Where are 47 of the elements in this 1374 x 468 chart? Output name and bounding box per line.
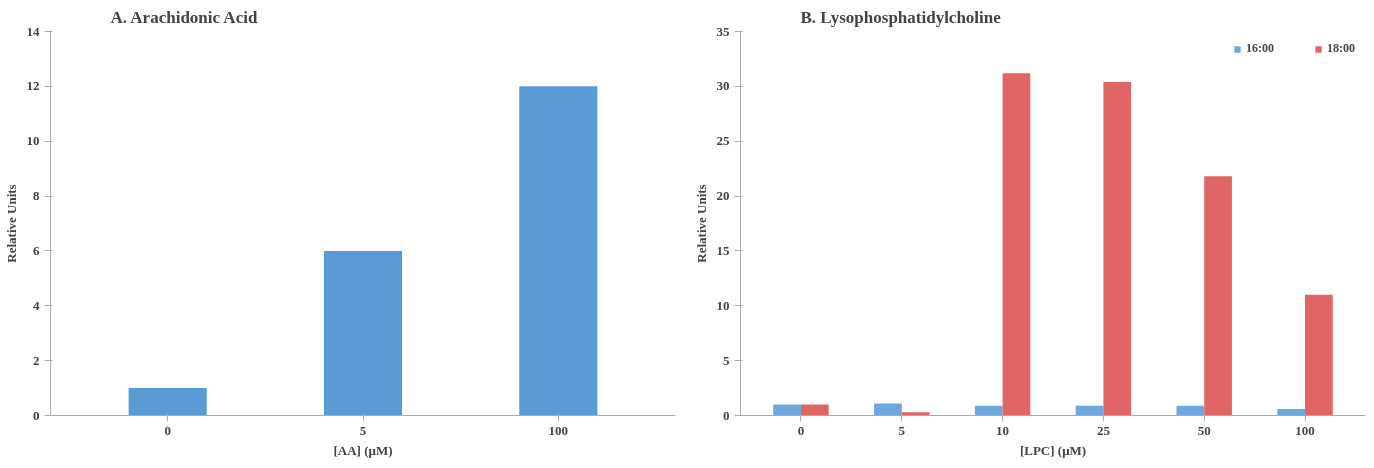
y-tick-label: 4	[33, 297, 40, 313]
y-tick-label: 6	[33, 242, 40, 258]
y-tick-label: 14	[26, 23, 40, 39]
y-axis-title: Relative Units	[3, 184, 19, 263]
x-tick-label: 100	[548, 422, 569, 438]
bar	[1002, 73, 1031, 416]
bar	[1103, 81, 1132, 416]
x-axis-title: [LPC] (μM)	[1019, 442, 1087, 458]
y-axis-title: Relative Units	[693, 184, 709, 263]
bar	[1277, 408, 1306, 416]
y-tick-label: 10	[716, 297, 730, 313]
x-tick-label: 10	[996, 422, 1010, 438]
y-tick-label: 12	[26, 78, 40, 94]
y-tick-label: 8	[33, 188, 40, 204]
y-tick-label: 10	[26, 133, 40, 149]
bar	[974, 405, 1003, 416]
x-tick-label: 5	[359, 422, 367, 438]
legend-label: 16:00	[1246, 41, 1274, 56]
y-tick-label: 35	[716, 23, 730, 39]
x-tick-label: 100	[1295, 422, 1315, 438]
y-tick-label: 25	[716, 133, 730, 149]
bar	[901, 412, 930, 416]
y-tick-label: 0	[723, 407, 730, 423]
bar	[519, 86, 598, 416]
bar	[128, 388, 207, 416]
bar	[1305, 294, 1333, 416]
y-tick-label: 30	[716, 78, 730, 94]
x-tick-label: 0	[164, 422, 171, 438]
x-tick-label: 5	[898, 422, 906, 438]
bar	[1204, 176, 1232, 416]
chart-title: A. Arachidonic Acid	[110, 7, 258, 27]
x-tick-label: 25	[1096, 422, 1111, 438]
y-tick-label: 20	[716, 188, 730, 204]
legend-label: 18:00	[1327, 41, 1355, 56]
x-tick-label: 50	[1197, 422, 1211, 438]
bar	[323, 250, 403, 416]
y-tick-label: 2	[33, 352, 40, 368]
bar	[800, 404, 829, 416]
x-axis-title: [AA] (μM)	[333, 442, 393, 458]
bar	[773, 404, 801, 416]
y-tick-label: 15	[716, 242, 730, 258]
chart-title: B. Lysophosphatidylcholine	[800, 7, 1002, 27]
y-tick-label: 0	[33, 407, 40, 423]
bar	[1176, 405, 1205, 416]
y-tick-label: 5	[723, 352, 730, 368]
bar	[874, 403, 902, 416]
x-tick-label: 0	[797, 422, 805, 438]
